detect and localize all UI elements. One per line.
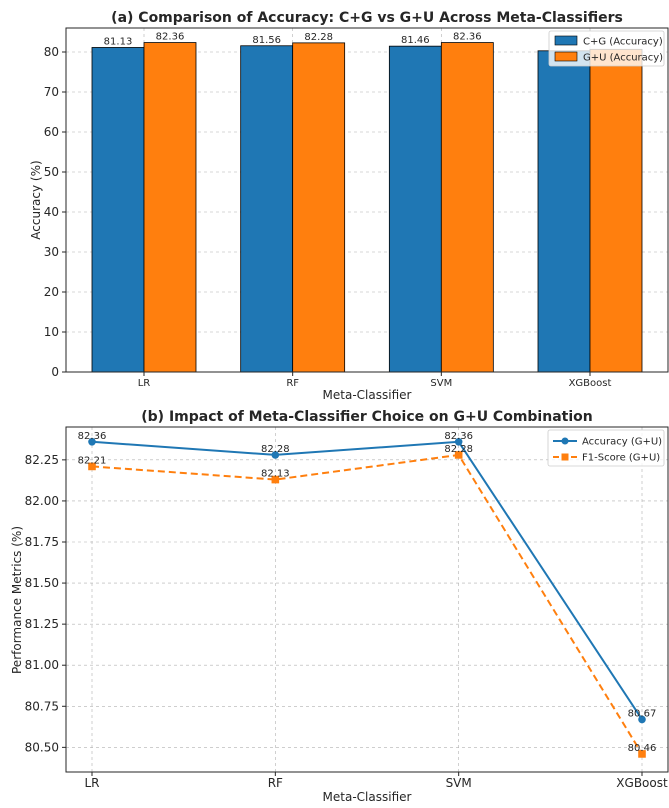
chart-b-y-tick-label: 80.75 — [25, 699, 59, 713]
chart-a-data-label: 82.28 — [304, 32, 333, 43]
chart-b-x-tick-label: XGBoost — [616, 776, 668, 790]
chart-b-y-tick-label: 81.50 — [25, 576, 59, 590]
chart-b-x-tick-label: LR — [84, 776, 99, 790]
chart-b-y-tick-label: 82.00 — [25, 494, 59, 508]
chart-a-bar-gu — [292, 42, 346, 373]
chart-a-bar-cg — [537, 50, 591, 373]
chart-b-y-tick-label: 81.00 — [25, 658, 59, 672]
chart-a-data-label: 81.13 — [104, 36, 133, 47]
chart-b-title: (b) Impact of Meta-Classifier Choice on … — [141, 409, 592, 425]
chart-a-y-tick-label: 0 — [51, 365, 59, 379]
chart-b-legend-label: F1-Score (G+U) — [582, 453, 660, 464]
chart-a-y-tick-label: 20 — [44, 285, 59, 299]
chart-a-bar-cg — [388, 45, 442, 373]
chart-b-point-f1 — [454, 451, 463, 459]
chart-b-lines — [88, 437, 646, 758]
chart-b-legend-marker — [561, 437, 569, 445]
chart-b-data-label: 82.28 — [444, 444, 473, 455]
chart-b-y-tick-label: 81.25 — [25, 617, 59, 631]
chart-b-data-labels: 82.36 82.28 82.36 80.67 82.21 82.13 82.28 80.46 — [78, 431, 657, 754]
chart-b-data-label: 80.67 — [628, 708, 657, 719]
chart-a-data-label: 82.36 — [453, 32, 482, 43]
chart-b-series-line-f1 — [91, 453, 643, 755]
chart-b-legend-marker — [561, 453, 569, 461]
chart-b-data-label: 82.13 — [261, 469, 290, 480]
chart-a-x-tick-label: RF — [286, 378, 299, 389]
chart-a-y-ticks: 0 10 20 30 40 50 60 70 80 — [44, 45, 66, 379]
chart-b-point-f1 — [638, 750, 646, 758]
chart-a-y-tick-label: 40 — [44, 205, 59, 219]
chart-a-bar-gu — [440, 42, 494, 373]
chart-a-legend-swatch — [554, 35, 578, 46]
chart-a-data-label: 82.36 — [156, 32, 185, 43]
chart-a-legend-label: G+U (Accuracy) — [583, 53, 663, 64]
accuracy-bar-chart: (a) Comparison of Accuracy: C+G vs G+U A… — [29, 10, 669, 402]
chart-b-y-tick-label: 82.25 — [25, 453, 59, 467]
chart-b-x-tick-label: SVM — [446, 776, 472, 790]
chart-b-y-tick-label: 81.75 — [25, 535, 59, 549]
chart-a-xlabel: Meta-Classifier — [323, 388, 412, 402]
chart-b-point-accuracy — [638, 715, 646, 724]
chart-a-y-tick-label: 50 — [44, 165, 59, 179]
chart-a-bar-gu — [589, 48, 643, 373]
chart-a-legend: C+G (Accuracy) G+U (Accuracy) — [548, 30, 665, 67]
chart-b-legend-label: Accuracy (G+U) — [582, 437, 662, 448]
chart-b-xlabel: Meta-Classifier — [323, 790, 412, 804]
chart-b-point-accuracy — [88, 437, 96, 446]
chart-a-ylabel: Accuracy (%) — [29, 160, 43, 239]
chart-b-point-f1 — [88, 462, 96, 471]
chart-a-title: (a) Comparison of Accuracy: C+G vs G+U A… — [111, 10, 623, 26]
chart-b-y-ticks: 80.50 80.75 81.00 81.25 81.50 81.75 82.00 82.25 — [25, 453, 66, 754]
chart-a-bar-cg — [240, 45, 294, 373]
chart-b-data-label: 82.36 — [444, 431, 473, 442]
chart-a-x-tick-label: LR — [138, 378, 151, 389]
chart-b-x-tick-label: RF — [268, 776, 283, 790]
chart-a-y-tick-label: 60 — [44, 125, 59, 139]
chart-a-data-label: 81.56 — [252, 35, 281, 46]
chart-b-ylabel: Performance Metrics (%) — [10, 526, 24, 674]
impact-line-chart: (b) Impact of Meta-Classifier Choice on … — [10, 409, 669, 804]
chart-b-x-ticks: LR RF SVM XGBoost — [84, 772, 668, 790]
chart-b-point-accuracy — [271, 451, 280, 459]
chart-a-y-tick-label: 10 — [44, 325, 59, 339]
chart-b-frame — [65, 426, 669, 773]
chart-b-data-label: 82.36 — [78, 431, 107, 442]
chart-b-data-label: 82.21 — [78, 455, 107, 466]
chart-a-data-label: 81.46 — [401, 35, 430, 46]
chart-a-y-tick-label: 80 — [44, 45, 59, 59]
chart-b-gridlines — [66, 427, 668, 772]
chart-b-y-tick-label: 80.50 — [25, 740, 59, 754]
chart-a-x-tick-label: SVM — [430, 378, 452, 389]
chart-a-y-tick-label: 70 — [44, 85, 59, 99]
chart-b-point-accuracy — [454, 437, 463, 446]
chart-a-bars — [91, 42, 643, 373]
chart-a-legend-box — [548, 30, 665, 67]
chart-a-legend-label: C+G (Accuracy) — [583, 37, 663, 48]
chart-a-x-tick-label: XGBoost — [569, 378, 612, 389]
chart-b-data-label: 82.28 — [261, 444, 290, 455]
chart-a-legend-swatch — [554, 51, 578, 62]
chart-b-legend: Accuracy (G+U) F1-Score (G+U) — [547, 429, 665, 467]
chart-b-series-line-accuracy — [91, 440, 643, 720]
chart-a-bar-cg — [91, 47, 145, 373]
chart-b-data-label: 80.46 — [628, 743, 657, 754]
chart-a-x-ticks: LR RF SVM XGBoost — [138, 372, 612, 389]
chart-a-frame — [65, 27, 669, 373]
chart-a-y-tick-label: 30 — [44, 245, 59, 259]
chart-b-point-f1 — [271, 475, 280, 484]
chart-a-bar-gu — [143, 42, 197, 373]
chart-a-data-labels: 81.13 81.56 81.46 82.36 82.28 82.36 — [104, 32, 482, 48]
